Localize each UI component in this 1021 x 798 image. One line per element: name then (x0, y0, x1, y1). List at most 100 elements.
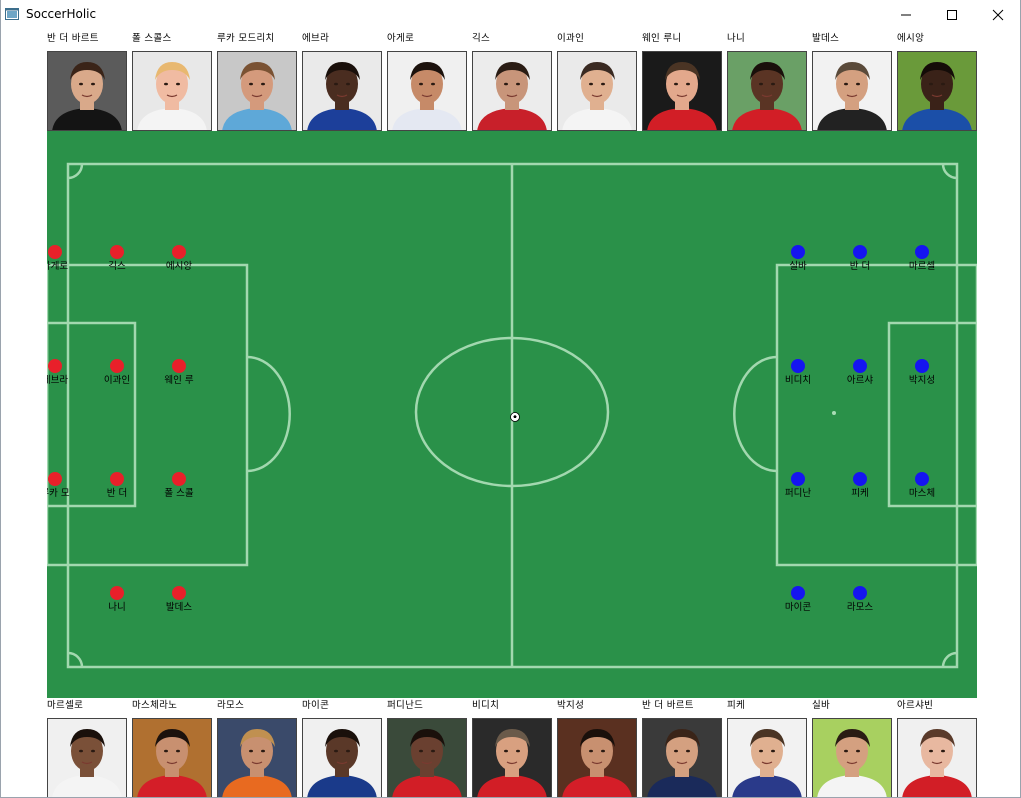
red-player-marker[interactable] (48, 245, 62, 259)
blue-player-marker[interactable] (915, 472, 929, 486)
player-photo[interactable] (727, 51, 807, 131)
blue-player-marker[interactable] (853, 359, 867, 373)
red-player-marker[interactable] (110, 245, 124, 259)
player-photo[interactable] (217, 51, 297, 131)
player-photo[interactable] (897, 718, 977, 797)
red-player-label: 폴 스콜 (164, 488, 194, 499)
red-player-marker[interactable] (110, 472, 124, 486)
player-photo[interactable] (217, 718, 297, 797)
minimize-button[interactable] (883, 0, 929, 30)
red-player-marker[interactable] (110, 359, 124, 373)
player-photo[interactable] (812, 51, 892, 131)
blue-player-label: 비디치 (784, 375, 812, 386)
player-photo[interactable] (557, 51, 637, 131)
player-photo[interactable] (387, 718, 467, 797)
player-name: 루카 모드리치 (217, 33, 275, 44)
player-name: 폴 스콜스 (132, 33, 172, 44)
blue-player-label: 마이콘 (784, 602, 812, 613)
top-player-roster: 반 더 바르트 폴 스콜스 루카 모드리치 에브라 아게로 긱스 이과인 웨인 루니 나니 발데스… (47, 30, 977, 131)
blue-player-marker[interactable] (915, 359, 929, 373)
blue-player-marker[interactable] (853, 586, 867, 600)
player-name: 비디치 (472, 700, 500, 711)
player-photo[interactable] (132, 51, 212, 131)
blue-player-marker[interactable] (791, 245, 805, 259)
bottom-player-roster: 마르셀로 마스체라노 라모스 마이콘 퍼디난드 비디치 박지성 반 더 바르트 피케 실바 아르샤빈 (47, 697, 977, 797)
maximize-icon (947, 10, 957, 20)
red-player-label: 나니 (108, 602, 126, 613)
player-photo[interactable] (47, 718, 127, 797)
red-player-label: 에시앙 (165, 261, 193, 272)
player-photo[interactable] (47, 51, 127, 131)
player-name: 에브라 (302, 33, 330, 44)
blue-player-label: 반 더 (849, 261, 871, 272)
blue-player-label: 아르샤 (846, 375, 874, 386)
red-player-marker[interactable] (172, 586, 186, 600)
player-name: 박지성 (557, 700, 585, 711)
player-photo[interactable] (642, 51, 722, 131)
red-player-label: 반 더 (106, 488, 128, 499)
player-name: 발데스 (812, 33, 840, 44)
red-player-marker[interactable] (172, 245, 186, 259)
blue-player-marker[interactable] (791, 359, 805, 373)
player-photo[interactable] (302, 51, 382, 131)
player-name: 반 더 바르트 (47, 33, 99, 44)
player-name: 이과인 (557, 33, 585, 44)
player-name: 마스체라노 (132, 700, 178, 711)
blue-player-marker[interactable] (853, 472, 867, 486)
red-player-label: 에브라 (47, 375, 69, 386)
red-player-label: 발데스 (165, 602, 193, 613)
player-name: 나니 (727, 33, 746, 44)
soccer-ball-icon[interactable] (510, 412, 520, 422)
red-player-marker[interactable] (172, 472, 186, 486)
blue-player-marker[interactable] (853, 245, 867, 259)
red-player-marker[interactable] (48, 472, 62, 486)
blue-player-label: 마스체 (908, 488, 936, 499)
player-photo[interactable] (472, 51, 552, 131)
player-photo[interactable] (642, 718, 722, 797)
player-photo[interactable] (557, 718, 637, 797)
player-photo[interactable] (472, 718, 552, 797)
player-name: 퍼디난드 (387, 700, 424, 711)
maximize-button[interactable] (929, 0, 975, 30)
red-player-marker[interactable] (48, 359, 62, 373)
player-name: 아게로 (387, 33, 415, 44)
blue-player-label: 라모스 (846, 602, 874, 613)
player-photo[interactable] (387, 51, 467, 131)
minimize-icon (901, 14, 911, 16)
red-player-label: 웨인 루 (164, 375, 194, 386)
blue-player-marker[interactable] (915, 245, 929, 259)
player-name: 반 더 바르트 (642, 700, 694, 711)
player-name: 아르샤빈 (897, 700, 934, 711)
red-player-label: 루카 모 (47, 488, 70, 499)
red-player-label: 긱스 (108, 261, 126, 272)
close-button[interactable] (975, 0, 1020, 30)
app-icon (5, 8, 19, 20)
red-player-marker[interactable] (172, 359, 186, 373)
window-title: SoccerHolic (26, 7, 97, 21)
player-photo[interactable] (132, 718, 212, 797)
player-name: 마르셀로 (47, 700, 84, 711)
player-name: 실바 (812, 700, 831, 711)
blue-player-marker[interactable] (791, 586, 805, 600)
pitch-lines (47, 162, 977, 669)
title-bar[interactable]: SoccerHolic (1, 0, 1020, 30)
blue-player-label: 마르셀 (908, 261, 936, 272)
player-photo[interactable] (727, 718, 807, 797)
red-player-label: 아게로 (47, 261, 69, 272)
player-name: 라모스 (217, 700, 245, 711)
blue-player-label: 퍼디난 (784, 488, 812, 499)
blue-player-label: 피케 (851, 488, 869, 499)
player-photo[interactable] (897, 51, 977, 131)
blue-player-label: 실바 (789, 261, 807, 272)
blue-player-marker[interactable] (791, 472, 805, 486)
player-name: 에시앙 (897, 33, 925, 44)
player-name: 마이콘 (302, 700, 330, 711)
player-name: 피케 (727, 700, 746, 711)
player-photo[interactable] (302, 718, 382, 797)
red-player-label: 이과인 (103, 375, 131, 386)
player-photo[interactable] (812, 718, 892, 797)
close-icon (992, 9, 1004, 21)
red-player-marker[interactable] (110, 586, 124, 600)
